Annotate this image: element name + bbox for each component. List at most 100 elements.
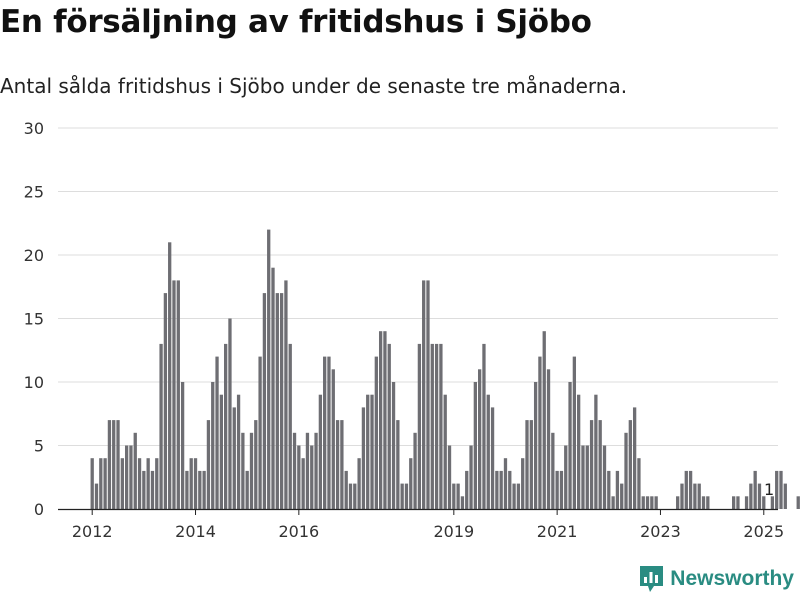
bar-73 [404, 483, 409, 509]
bar-105 [542, 331, 546, 509]
bar-141 [697, 483, 701, 509]
x-tick-label-2012: 2012 [72, 522, 113, 541]
bar-41 [267, 229, 271, 509]
bar-51 [310, 445, 314, 509]
bar-103 [533, 382, 538, 509]
bar-39 [258, 356, 262, 509]
bar-86 [460, 496, 465, 509]
bar-121 [611, 496, 615, 509]
bar-3 [103, 458, 107, 509]
bar-76 [417, 343, 422, 509]
bar-71 [396, 420, 400, 509]
x-tick-label-2023: 2023 [640, 522, 681, 541]
bar-92 [486, 394, 490, 509]
bar-122 [615, 470, 620, 509]
bar-80 [434, 343, 439, 509]
bar-36 [245, 470, 249, 509]
bar-113 [577, 394, 581, 509]
bar-22 [185, 470, 189, 509]
bar-97 [508, 470, 512, 509]
bar-9 [129, 445, 133, 509]
x-tick-label-2021: 2021 [537, 522, 578, 541]
bar-27 [206, 420, 211, 509]
bar-14 [150, 470, 155, 509]
bar-138 [684, 470, 688, 509]
bar-55 [327, 356, 331, 509]
bar-136 [676, 496, 680, 509]
bar-143 [706, 496, 710, 509]
bar-64 [366, 394, 370, 509]
bar-142 [701, 496, 706, 509]
bar-99 [516, 483, 521, 509]
bar-15 [155, 458, 159, 509]
y-tick-label-10: 10 [24, 373, 44, 392]
bar-137 [680, 483, 684, 509]
bar-160 [779, 470, 783, 509]
bar-106 [546, 369, 551, 509]
bar-126 [632, 407, 637, 509]
y-tick-label-0: 0 [34, 500, 44, 519]
bar-116 [589, 420, 594, 509]
bar-120 [607, 470, 611, 509]
bar-44 [279, 293, 284, 509]
bar-2 [99, 458, 103, 509]
bar-18 [168, 242, 172, 510]
bar-88 [469, 445, 473, 509]
bar-79 [430, 343, 434, 509]
bar-90 [478, 369, 482, 509]
bar-140 [693, 483, 697, 509]
bar-83 [447, 445, 452, 509]
bar-56 [331, 369, 335, 509]
bar-149 [732, 496, 736, 509]
bar-127 [637, 458, 641, 509]
bar-156 [762, 496, 766, 509]
bar-158 [770, 496, 775, 509]
bar-101 [525, 420, 529, 509]
bar-33 [232, 407, 236, 509]
bar-19 [172, 280, 176, 509]
bar-49 [301, 458, 305, 509]
bar-6 [116, 420, 120, 509]
highlight-label: 1 [764, 480, 774, 499]
bar-17 [163, 293, 168, 509]
bar-124 [624, 432, 628, 509]
bar-42 [271, 267, 275, 509]
bar-20 [176, 280, 180, 509]
bar-53 [318, 394, 323, 509]
bar-7 [120, 458, 124, 509]
bar-69 [387, 343, 391, 509]
bar-123 [620, 483, 624, 509]
brand-logo[interactable]: Newsworthy [639, 564, 794, 594]
bar-1 [94, 483, 99, 509]
bar-100 [521, 458, 525, 509]
bar-11 [137, 458, 142, 509]
bar-8 [124, 445, 129, 509]
bar-81 [439, 343, 443, 509]
bar-57 [335, 420, 340, 509]
bar-104 [538, 356, 542, 509]
bar-26 [202, 470, 206, 509]
bar-125 [628, 420, 632, 509]
brand-name: Newsworthy [670, 567, 794, 590]
bar-164 [796, 496, 800, 509]
bar-34 [236, 394, 241, 509]
bar-21 [180, 382, 185, 509]
bar-40 [262, 293, 267, 509]
bar-32 [228, 318, 232, 509]
bar-84 [452, 483, 456, 509]
bar-89 [473, 382, 477, 509]
bar-65 [370, 394, 374, 509]
bar-128 [641, 496, 645, 509]
bar-131 [654, 496, 658, 509]
bar-4 [107, 420, 112, 509]
y-tick-label-15: 15 [24, 310, 44, 329]
y-axis-ticks: 0 5 10 15 20 25 30 [24, 119, 44, 519]
bar-62 [357, 458, 361, 509]
bar-25 [198, 470, 202, 509]
bar-23 [189, 458, 193, 509]
bar-60 [348, 483, 353, 509]
bar-47 [292, 432, 297, 509]
y-tick-label-20: 20 [24, 246, 44, 265]
bar-98 [512, 483, 516, 509]
bar-112 [572, 356, 577, 509]
